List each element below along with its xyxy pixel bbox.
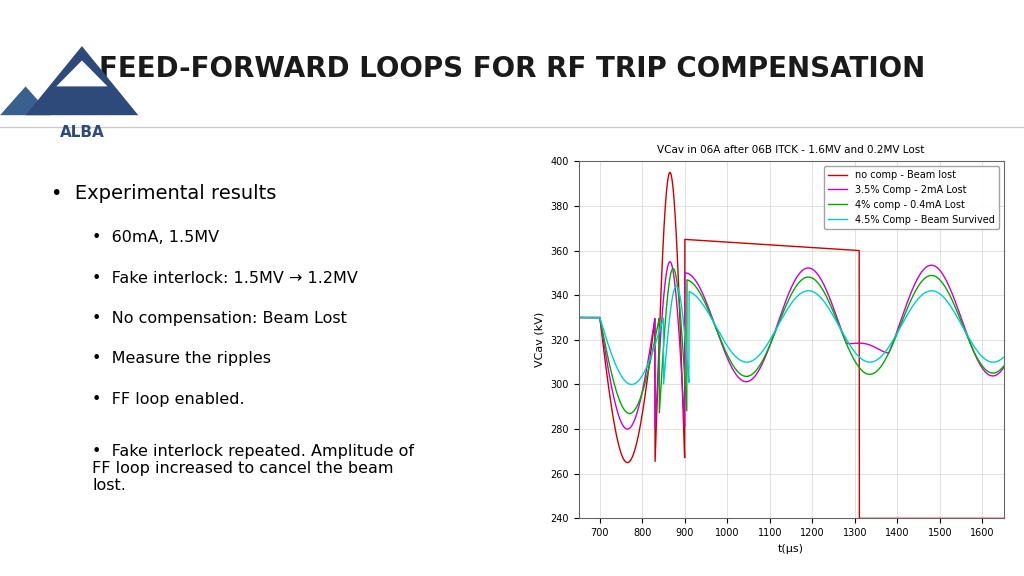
- 3.5% Comp - 2mA Lost: [779, 298, 792, 305]
- Title: VCav in 06A after 06B ITCK - 1.6MV and 0.2MV Lost: VCav in 06A after 06B ITCK - 1.6MV and 0…: [657, 145, 925, 155]
- Text: •  Measure the ripples: • Measure the ripples: [92, 351, 271, 366]
- 4.5% Comp - Beam Survived: [779, 309, 792, 316]
- no comp - Beam lost: [985, 515, 997, 522]
- no comp - Beam lost: [985, 515, 997, 522]
- 4% comp - 0.4mA Lost: [779, 303, 792, 310]
- X-axis label: t(μs): t(μs): [778, 544, 804, 554]
- 4% comp - 0.4mA Lost: [624, 410, 636, 417]
- Line: no comp - Beam lost: no comp - Beam lost: [579, 172, 1004, 518]
- Text: •  Fake interlock: 1.5MV → 1.2MV: • Fake interlock: 1.5MV → 1.2MV: [92, 271, 358, 286]
- no comp - Beam lost: [779, 242, 792, 249]
- 4% comp - 0.4mA Lost: [768, 331, 780, 338]
- 4.5% Comp - Beam Survived: [626, 381, 638, 388]
- 4% comp - 0.4mA Lost: [572, 314, 585, 321]
- 4% comp - 0.4mA Lost: [594, 316, 606, 323]
- 3.5% Comp - 2mA Lost: [572, 314, 585, 321]
- 4.5% Comp - Beam Survived: [768, 329, 780, 336]
- Text: •  No compensation: Beam Lost: • No compensation: Beam Lost: [92, 311, 347, 326]
- Line: 4.5% Comp - Beam Survived: 4.5% Comp - Beam Survived: [579, 286, 1004, 384]
- 3.5% Comp - 2mA Lost: [985, 372, 997, 379]
- 3.5% Comp - 2mA Lost: [594, 317, 606, 324]
- no comp - Beam lost: [768, 242, 780, 249]
- Y-axis label: VCav (kV): VCav (kV): [535, 312, 545, 367]
- 4% comp - 0.4mA Lost: [985, 370, 997, 377]
- Text: •  FF loop enabled.: • FF loop enabled.: [92, 392, 245, 407]
- no comp - Beam lost: [572, 314, 585, 321]
- 4.5% Comp - Beam Survived: [997, 354, 1010, 361]
- Text: ALBA: ALBA: [59, 125, 104, 140]
- 3.5% Comp - 2mA Lost: [997, 365, 1010, 372]
- Line: 4% comp - 0.4mA Lost: 4% comp - 0.4mA Lost: [579, 268, 1004, 414]
- 3.5% Comp - 2mA Lost: [768, 329, 780, 336]
- no comp - Beam lost: [594, 317, 606, 324]
- Text: •  Experimental results: • Experimental results: [51, 184, 276, 203]
- no comp - Beam lost: [997, 515, 1010, 522]
- Line: 3.5% Comp - 2mA Lost: 3.5% Comp - 2mA Lost: [579, 262, 1004, 429]
- 3.5% Comp - 2mA Lost: [985, 372, 997, 379]
- no comp - Beam lost: [853, 515, 865, 522]
- 3.5% Comp - 2mA Lost: [907, 283, 920, 290]
- Text: •  Fake interlock repeated. Amplitude of
FF loop increased to cancel the beam
lo: • Fake interlock repeated. Amplitude of …: [92, 444, 414, 493]
- no comp - Beam lost: [664, 169, 676, 176]
- 4% comp - 0.4mA Lost: [907, 291, 920, 298]
- 4.5% Comp - Beam Survived: [985, 358, 997, 365]
- Legend: no comp - Beam lost, 3.5% Comp - 2mA Lost, 4% comp - 0.4mA Lost, 4.5% Comp - Bea: no comp - Beam lost, 3.5% Comp - 2mA Los…: [823, 166, 998, 229]
- 4% comp - 0.4mA Lost: [985, 369, 997, 376]
- Polygon shape: [26, 46, 138, 115]
- 3.5% Comp - 2mA Lost: [664, 258, 676, 265]
- no comp - Beam lost: [907, 515, 920, 522]
- Text: FEED-FORWARD LOOPS FOR RF TRIP COMPENSATION: FEED-FORWARD LOOPS FOR RF TRIP COMPENSAT…: [99, 55, 925, 83]
- 4% comp - 0.4mA Lost: [997, 363, 1010, 370]
- Text: •  60mA, 1.5MV: • 60mA, 1.5MV: [92, 230, 219, 245]
- 4% comp - 0.4mA Lost: [667, 265, 679, 272]
- 4.5% Comp - Beam Survived: [985, 359, 997, 366]
- Polygon shape: [0, 86, 51, 115]
- 4.5% Comp - Beam Survived: [670, 283, 682, 290]
- 4.5% Comp - Beam Survived: [594, 316, 606, 323]
- 3.5% Comp - 2mA Lost: [622, 426, 634, 433]
- 4.5% Comp - Beam Survived: [572, 314, 585, 321]
- 4.5% Comp - Beam Survived: [907, 301, 920, 308]
- Polygon shape: [56, 60, 108, 86]
